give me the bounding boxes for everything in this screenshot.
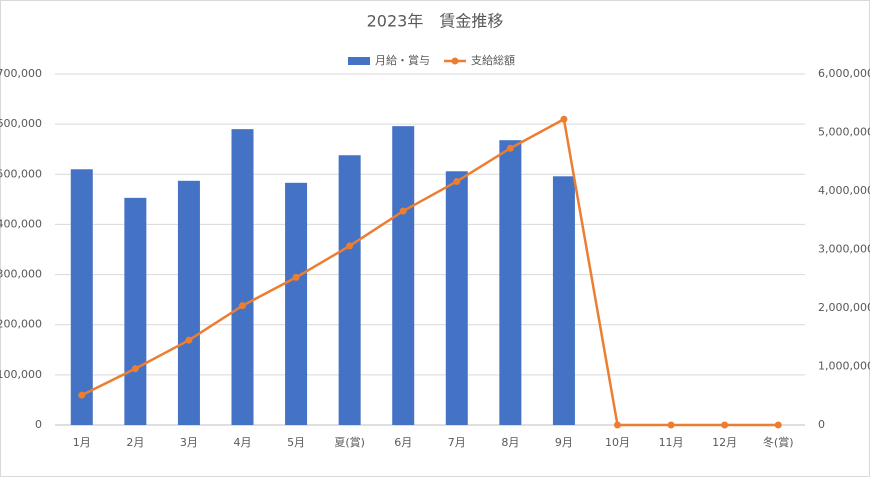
y-tick-label: 300,000	[0, 268, 42, 281]
x-tick-label: 1月	[73, 436, 91, 449]
bar	[338, 155, 361, 425]
legend-swatch	[348, 57, 370, 65]
x-tick-label: 6月	[394, 436, 412, 449]
bar	[124, 197, 147, 425]
marker	[78, 391, 86, 399]
x-tick-label: 11月	[659, 436, 684, 449]
x-tick-label: 9月	[555, 436, 573, 449]
x-tick-label: 7月	[448, 436, 466, 449]
y2-tick-label: 1,000,000	[818, 360, 870, 373]
bar	[231, 129, 254, 425]
y2-tick-label: 6,000,000	[818, 67, 870, 80]
legend-label: 月給・賞与	[375, 53, 430, 67]
y-tick-label: 400,000	[0, 217, 42, 230]
marker	[399, 207, 407, 215]
x-tick-label: 夏(賞)	[334, 436, 365, 449]
marker	[667, 421, 675, 429]
marker	[185, 336, 193, 344]
y-tick-label: 600,000	[0, 117, 42, 130]
marker	[346, 242, 354, 250]
marker	[131, 365, 139, 373]
bar	[445, 171, 468, 425]
x-tick-label: 3月	[180, 436, 198, 449]
x-tick-label: 5月	[287, 436, 305, 449]
bar	[70, 169, 93, 425]
marker	[453, 177, 461, 185]
y-tick-label: 0	[35, 418, 42, 431]
x-tick-label: 冬(賞)	[763, 435, 794, 449]
bar	[552, 176, 575, 425]
x-tick-label: 8月	[501, 436, 519, 449]
marker	[239, 302, 246, 310]
x-tick-label: 2月	[126, 436, 144, 449]
y2-tick-label: 3,000,000	[818, 243, 870, 256]
y2-tick-label: 5,000,000	[818, 126, 870, 139]
bar	[177, 180, 200, 425]
y-tick-label: 500,000	[0, 167, 42, 180]
marker	[560, 115, 568, 123]
chart-title: 2023年 賃金推移	[367, 12, 504, 31]
bar	[499, 140, 522, 425]
bar	[392, 126, 415, 426]
y2-tick-label: 4,000,000	[818, 184, 870, 197]
y-tick-label: 700,000	[0, 67, 42, 80]
y-tick-label: 100,000	[0, 368, 42, 381]
marker	[614, 421, 621, 429]
marker	[292, 273, 300, 281]
legend-label: 支給総額	[471, 53, 515, 67]
bar	[285, 182, 308, 425]
marker	[506, 144, 514, 152]
marker	[774, 421, 782, 429]
x-tick-label: 4月	[234, 436, 252, 449]
marker	[721, 421, 729, 429]
x-tick-label: 12月	[712, 436, 737, 449]
y-tick-label: 200,000	[0, 318, 42, 331]
legend-swatch	[451, 57, 459, 65]
x-tick-label: 10月	[605, 436, 630, 449]
y2-tick-label: 2,000,000	[818, 301, 870, 314]
y2-tick-label: 0	[818, 418, 825, 431]
line	[81, 117, 779, 427]
